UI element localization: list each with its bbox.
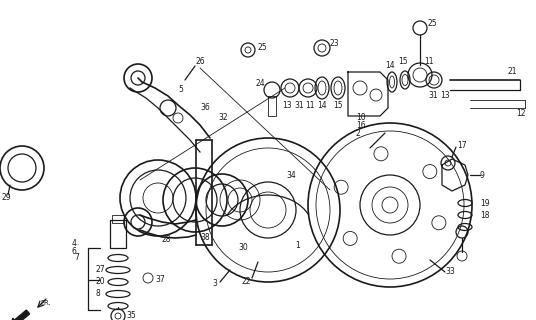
Text: 29: 29 bbox=[2, 194, 12, 203]
Text: 23: 23 bbox=[330, 39, 340, 49]
Text: 18: 18 bbox=[480, 211, 489, 220]
Text: 25: 25 bbox=[428, 20, 437, 28]
Text: 17: 17 bbox=[457, 140, 467, 149]
Text: 12: 12 bbox=[516, 109, 525, 118]
Text: 19: 19 bbox=[480, 198, 489, 207]
Text: 8: 8 bbox=[95, 290, 100, 299]
Bar bbox=[112, 215, 124, 223]
Text: 38: 38 bbox=[200, 234, 210, 243]
Text: 9: 9 bbox=[480, 171, 485, 180]
Bar bbox=[110, 220, 126, 248]
Text: 1: 1 bbox=[295, 241, 300, 250]
Text: 35: 35 bbox=[126, 311, 136, 320]
Text: FR.: FR. bbox=[40, 300, 51, 306]
Text: 36: 36 bbox=[200, 103, 210, 113]
Text: 14: 14 bbox=[385, 60, 394, 69]
Text: 33: 33 bbox=[445, 268, 455, 276]
Text: 28: 28 bbox=[162, 236, 172, 244]
Text: 15: 15 bbox=[398, 58, 407, 67]
Text: 30: 30 bbox=[238, 244, 248, 252]
Text: 24: 24 bbox=[256, 79, 266, 89]
Text: 2: 2 bbox=[355, 129, 360, 138]
Text: 13: 13 bbox=[282, 101, 292, 110]
Text: 4: 4 bbox=[72, 239, 77, 249]
Text: 25: 25 bbox=[258, 44, 267, 52]
Text: 16: 16 bbox=[356, 122, 366, 131]
Text: 5: 5 bbox=[178, 85, 183, 94]
Text: 32: 32 bbox=[218, 114, 228, 123]
Text: 11: 11 bbox=[424, 58, 434, 67]
Text: 20: 20 bbox=[95, 277, 105, 286]
Text: 10: 10 bbox=[356, 114, 366, 123]
Bar bbox=[268, 96, 276, 116]
Text: 6: 6 bbox=[72, 247, 77, 257]
Text: 31: 31 bbox=[428, 91, 437, 100]
Text: 26: 26 bbox=[195, 58, 205, 67]
Text: 11: 11 bbox=[305, 101, 315, 110]
Text: 21: 21 bbox=[508, 68, 517, 76]
Text: 37: 37 bbox=[155, 276, 165, 284]
Text: 31: 31 bbox=[294, 101, 303, 110]
Text: 27: 27 bbox=[95, 266, 105, 275]
Text: —: — bbox=[75, 242, 79, 246]
FancyArrow shape bbox=[11, 310, 29, 320]
Text: 15: 15 bbox=[333, 101, 343, 110]
Text: 3: 3 bbox=[212, 279, 217, 289]
Text: 22: 22 bbox=[242, 277, 251, 286]
Text: 34: 34 bbox=[286, 171, 296, 180]
Text: 13: 13 bbox=[440, 91, 450, 100]
Text: 7: 7 bbox=[74, 253, 79, 262]
Text: 14: 14 bbox=[317, 101, 326, 110]
